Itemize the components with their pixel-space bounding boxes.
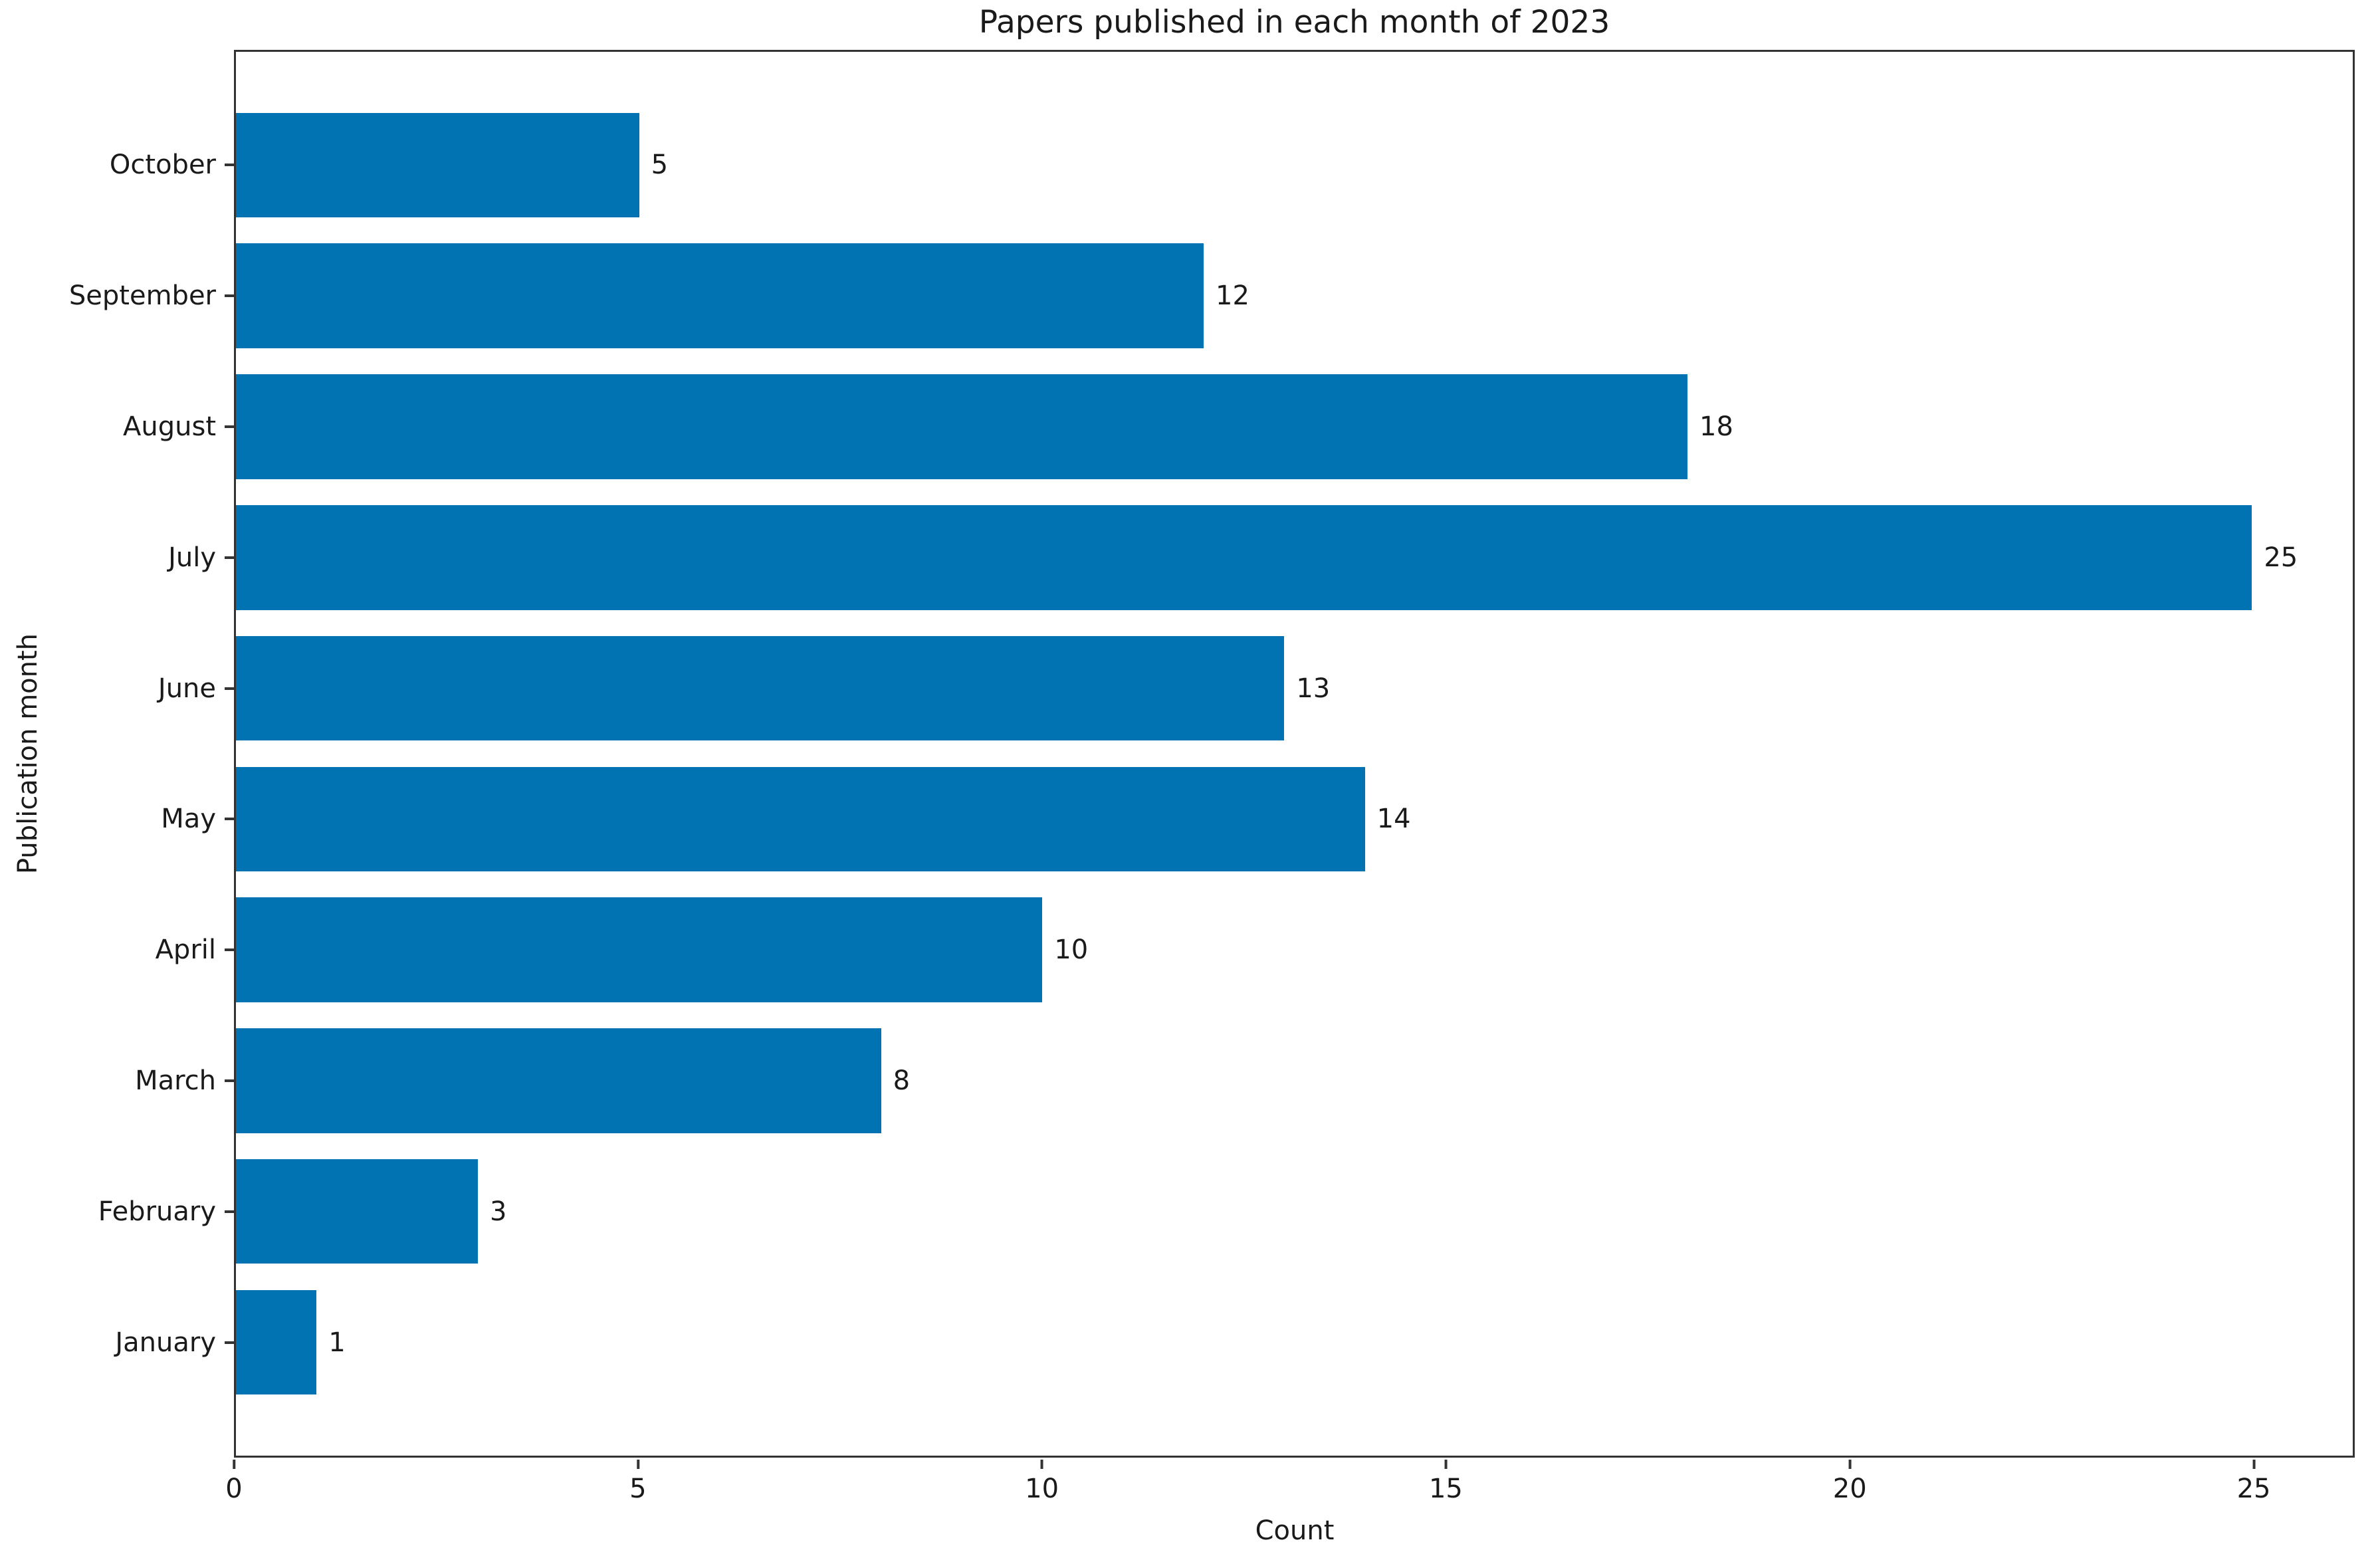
y-tick-label: October	[109, 150, 216, 181]
bar	[236, 897, 1043, 1002]
y-tick-label: March	[135, 1065, 216, 1096]
x-tick-mark	[1444, 1460, 1448, 1469]
x-tick: 15	[1429, 1460, 1463, 1502]
y-tick-label: July	[168, 542, 216, 573]
y-tick-mark	[225, 1341, 234, 1344]
x-tick-label: 15	[1428, 1474, 1463, 1504]
x-axis-ticks: 0 5 10 15 20 25	[225, 1460, 2355, 1519]
bar-value-label: 12	[1216, 280, 1249, 312]
bar-row: September 12	[69, 231, 2353, 362]
y-tick-mark	[225, 164, 234, 167]
bar	[236, 112, 639, 218]
y-tick-label: April	[155, 935, 216, 966]
x-tick-mark	[1848, 1460, 1852, 1469]
bar-row: October 5	[110, 100, 2353, 231]
y-tick-mark	[225, 294, 234, 298]
y-tick-label: May	[161, 804, 216, 835]
bar	[236, 766, 1365, 872]
y-tick-label: January	[115, 1327, 216, 1358]
y-axis-title: Publication month	[13, 633, 43, 875]
y-tick-label: February	[98, 1196, 216, 1227]
y-tick-mark	[225, 948, 234, 952]
bar	[236, 1159, 478, 1264]
y-tick-mark	[225, 818, 234, 821]
bar-value-label: 13	[1296, 673, 1331, 704]
x-tick: 5	[629, 1460, 647, 1504]
y-tick-mark	[225, 425, 234, 428]
x-tick-label: 5	[629, 1474, 647, 1504]
x-tick-mark	[2252, 1460, 2256, 1469]
bar-row: August 18	[123, 362, 2353, 493]
y-tick-label: August	[123, 411, 216, 442]
bar-row: January 1	[115, 1277, 2353, 1408]
x-tick: 25	[2237, 1460, 2271, 1502]
bar-row: May 14	[161, 754, 2353, 885]
bar-row: June 13	[158, 623, 2353, 754]
x-tick-label: 25	[2236, 1474, 2271, 1504]
bar-rows: October 5 September 12 August 18 July 25 June 13 M…	[69, 100, 2353, 1408]
y-tick-mark	[225, 1079, 234, 1082]
bar-value-label: 25	[2264, 542, 2298, 573]
bar	[236, 635, 1285, 741]
bar-value-label: 10	[1054, 935, 1089, 966]
x-tick-label: 0	[225, 1474, 243, 1504]
bar	[236, 243, 1204, 348]
bar-row: April 10	[156, 885, 2353, 1016]
plot-area: October 5 September 12 August 18 July 25 June 13 M…	[69, 50, 2355, 1458]
y-tick-mark	[225, 687, 234, 690]
bar-value-label: 18	[1699, 411, 1733, 442]
bar	[236, 505, 2252, 610]
x-tick-label: 20	[1832, 1474, 1867, 1504]
bar-value-label: 14	[1376, 804, 1411, 835]
bar-row: February 3	[98, 1146, 2353, 1277]
chart-title: Papers published in each month of 2023	[978, 4, 1610, 41]
y-tick-label: September	[68, 280, 216, 312]
x-axis-title: Count	[1255, 1515, 1335, 1546]
bar-value-label: 1	[328, 1327, 346, 1358]
y-tick-label: June	[158, 673, 216, 704]
bar	[236, 1289, 317, 1395]
bar-value-label: 5	[651, 150, 669, 181]
x-tick: 0	[225, 1460, 243, 1504]
bar-row: March 8	[135, 1016, 2353, 1147]
x-tick-mark	[1040, 1460, 1043, 1469]
x-tick-mark	[232, 1460, 235, 1469]
y-tick-mark	[225, 1210, 234, 1213]
bar-value-label: 8	[893, 1065, 911, 1096]
x-tick: 10	[1025, 1460, 1059, 1502]
bar-row: July 25	[168, 492, 2353, 623]
bar	[236, 1028, 881, 1133]
bar-value-label: 3	[490, 1196, 507, 1227]
x-tick-mark	[636, 1460, 639, 1469]
x-tick-label: 10	[1025, 1474, 1059, 1504]
x-tick: 20	[1833, 1460, 1867, 1502]
bar	[236, 374, 1687, 479]
y-tick-mark	[225, 556, 234, 559]
